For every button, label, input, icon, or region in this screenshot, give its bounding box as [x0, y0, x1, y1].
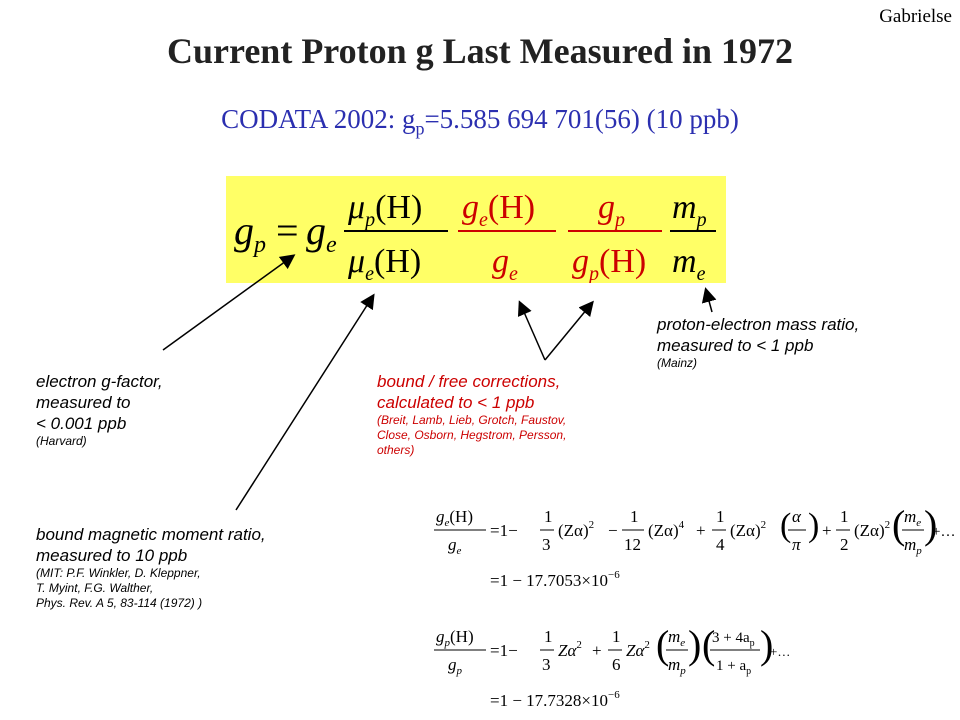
eq-ge-h: ge(H)	[462, 189, 535, 231]
arrow-electron	[162, 254, 296, 351]
svg-text:+: +	[592, 641, 602, 660]
svg-text:1: 1	[716, 507, 725, 526]
svg-text:3 + 4ap: 3 + 4ap	[712, 630, 755, 649]
svg-text:=1−: =1−	[490, 641, 518, 660]
svg-text:1: 1	[630, 507, 639, 526]
annotation-mass: proton-electron mass ratio, measured to …	[657, 315, 860, 370]
exp2-den: gp	[448, 655, 463, 677]
arrow-corr-right	[544, 300, 594, 361]
svg-text:+…: +…	[932, 524, 955, 540]
svg-text:(Zα)2: (Zα)2	[854, 519, 890, 540]
svg-text:1 + ap: 1 + ap	[716, 658, 751, 677]
svg-text:): )	[688, 622, 701, 667]
svg-text:2: 2	[840, 535, 849, 554]
svg-text:): )	[924, 502, 937, 547]
svg-text:mp: mp	[904, 535, 922, 557]
eq-mu-e: μe(H)	[347, 243, 421, 283]
annotation-moment: bound magnetic moment ratio, measured to…	[36, 525, 266, 610]
svg-text:Zα2: Zα2	[626, 639, 650, 660]
svg-text:−: −	[608, 521, 618, 540]
svg-text:1: 1	[544, 507, 553, 526]
svg-text:Zα2: Zα2	[558, 639, 582, 660]
svg-text:+…: +…	[770, 644, 790, 659]
eq-ge: ge	[306, 208, 337, 258]
eq-mu-p: μp(H)	[347, 189, 422, 231]
svg-text:me: me	[668, 627, 685, 649]
svg-text:me: me	[904, 507, 921, 529]
svg-text:12: 12	[624, 535, 641, 554]
annotation-electron: electron g-factor, measured to < 0.001 p…	[36, 372, 163, 448]
svg-text:+: +	[822, 521, 832, 540]
codata-value: CODATA 2002: gp=5.585 694 701(56) (10 pp…	[221, 104, 739, 139]
svg-text:6: 6	[612, 655, 621, 674]
svg-text:1: 1	[840, 507, 849, 526]
exp1-num: ge(H)	[436, 507, 473, 529]
eq-gp-h: gp(H)	[572, 243, 646, 283]
eq-gp: gp	[234, 208, 266, 258]
svg-text:α: α	[792, 507, 802, 526]
main-equation-box	[226, 176, 726, 283]
arrow-moment	[235, 293, 375, 511]
svg-text:mp: mp	[668, 655, 686, 677]
eq-equals: =	[276, 208, 299, 253]
arrow-corr-left	[517, 300, 546, 361]
exp2-result: =1 − 17.7328×10−6	[490, 689, 620, 710]
eq-ge-free: ge	[492, 243, 518, 283]
exp1-den: ge	[448, 535, 462, 557]
svg-text:3: 3	[542, 535, 551, 554]
svg-text:(: (	[892, 502, 905, 547]
svg-text:+: +	[696, 521, 706, 540]
svg-text:): )	[760, 622, 773, 667]
eq-mp: mp	[672, 189, 707, 231]
main-equation: gp = ge μp(H) μe(H) ge(H) ge gp gp(H) mp…	[234, 189, 716, 283]
svg-text:): )	[808, 507, 819, 544]
svg-text:(: (	[656, 622, 669, 667]
page-title: Current Proton g Last Measured in 1972	[167, 31, 793, 71]
svg-text:1: 1	[544, 627, 553, 646]
svg-text:=1−: =1−	[490, 521, 518, 540]
svg-text:4: 4	[716, 535, 725, 554]
arrow-mass	[701, 287, 717, 313]
svg-text:1: 1	[612, 627, 621, 646]
annotation-corrections: bound / free corrections, calculated to …	[377, 372, 567, 457]
exp2-num: gp(H)	[436, 627, 474, 649]
svg-text:3: 3	[542, 655, 551, 674]
svg-text:(Zα)2: (Zα)2	[730, 519, 766, 540]
svg-text:(Zα)4: (Zα)4	[648, 519, 685, 540]
svg-text:π: π	[792, 535, 801, 554]
svg-text:(: (	[780, 507, 791, 544]
svg-text:(Zα)2: (Zα)2	[558, 519, 594, 540]
expansion-gp: gp(H) gp =1− 1 3 Zα2 + 1 6 Zα2 ( me mp )…	[434, 622, 790, 710]
expansion-ge: ge(H) ge =1− 1 3 (Zα)2 − 1 12 (Zα)4 + 1 …	[434, 502, 955, 590]
svg-text:(: (	[702, 622, 715, 667]
author-label: Gabrielse	[879, 6, 952, 27]
exp1-result: =1 − 17.7053×10−6	[490, 569, 620, 590]
eq-me: me	[672, 243, 706, 283]
eq-gp-free: gp	[598, 189, 625, 231]
